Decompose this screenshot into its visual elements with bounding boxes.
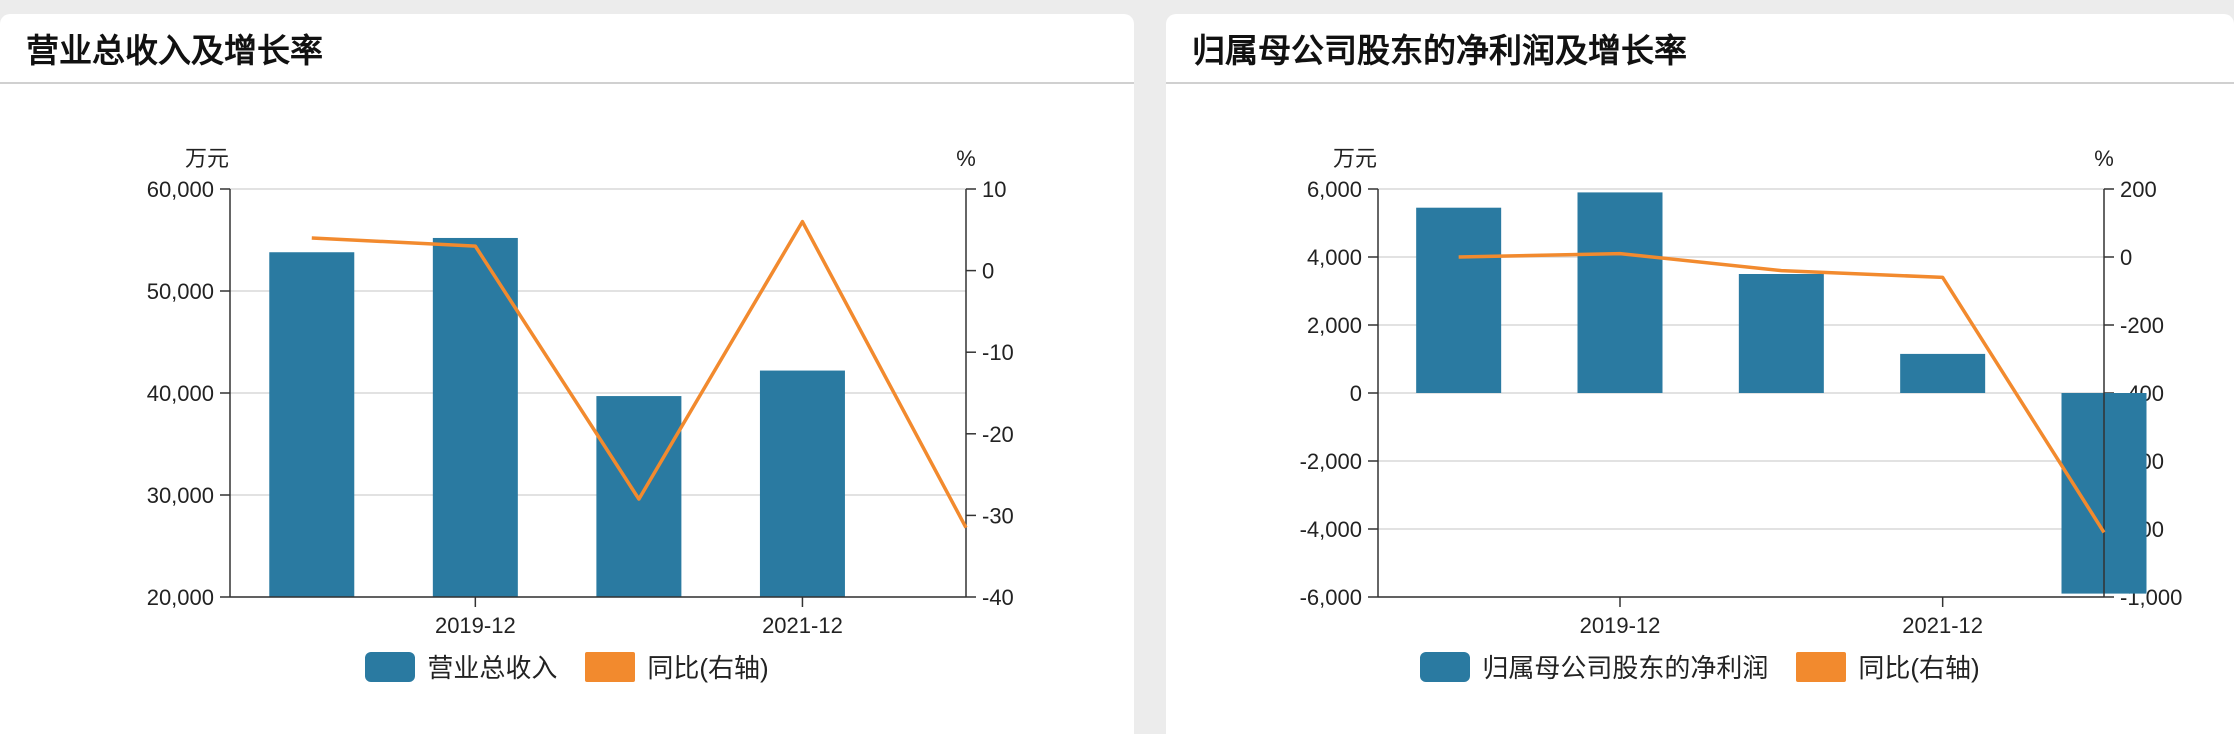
y2-tick-label: -20 — [982, 422, 1014, 447]
bar — [269, 252, 354, 597]
net-profit-chart-panel: 归属母公司股东的净利润及增长率 -6,000 -4,000 -2,000 0 2,000… — [1166, 14, 2234, 734]
y-tick-label: 40,000 — [147, 381, 214, 406]
y-tick-label: 50,000 — [147, 279, 214, 304]
legend-label-bar: 归属母公司股东的净利润 — [1482, 648, 1768, 685]
y-tick-label: -4,000 — [1300, 517, 1362, 542]
bar — [1416, 208, 1501, 393]
y-tick-label: 2,000 — [1307, 313, 1362, 338]
y2-tick-label: -30 — [982, 503, 1014, 528]
panel-title: 营业总收入及增长率 — [0, 14, 1134, 84]
y2-tick-label: -10 — [982, 340, 1014, 365]
bar — [760, 371, 845, 597]
y2-tick-label: 0 — [2120, 245, 2132, 270]
y-tick-label: 20,000 — [147, 585, 214, 610]
x-tick-label: 2019-12 — [435, 613, 516, 638]
y2-tick-label: 200 — [2120, 177, 2157, 202]
legend-item-bars[interactable]: 归属母公司股东的净利润 — [1420, 648, 1768, 685]
y-tick-label: 0 — [1350, 381, 1362, 406]
legend-label-bar: 营业总收入 — [427, 648, 557, 685]
y-tick-label: 30,000 — [147, 483, 214, 508]
y-axis-unit: 万元 — [1333, 146, 1377, 171]
y-axis-unit: 万元 — [185, 146, 229, 171]
revenue-chart-panel: 营业总收入及增长率 20,000 30,000 40,000 50,000 60,000… — [0, 14, 1134, 734]
legend-item-line[interactable]: 同比(右轴) — [1796, 648, 1979, 685]
x-tick-label: 2019-12 — [1580, 613, 1661, 638]
legend-swatch-bar — [1420, 652, 1470, 682]
y-tick-label: -2,000 — [1300, 449, 1362, 474]
legend-label-line: 同比(右轴) — [647, 648, 768, 685]
y2-axis-unit: % — [2094, 146, 2114, 171]
legend-label-line: 同比(右轴) — [1858, 648, 1979, 685]
legend-swatch-line — [585, 652, 635, 682]
legend-item-bars[interactable]: 营业总收入 — [365, 648, 557, 685]
bar — [1900, 354, 1985, 393]
bar — [1739, 274, 1824, 393]
x-tick-label: 2021-12 — [762, 613, 843, 638]
y-tick-label: -6,000 — [1300, 585, 1362, 610]
y-tick-label: 6,000 — [1307, 177, 1362, 202]
legend-swatch-bar — [365, 652, 415, 682]
net-profit-chart: -6,000-4,000-2,00002,0004,0006,000-1,000… — [1166, 84, 2234, 644]
revenue-chart: 20,000 30,000 40,000 50,000 60,000 -40 -30 -20 -… — [0, 84, 1134, 644]
y2-tick-label: -200 — [2120, 313, 2164, 338]
y2-tick-label: 0 — [982, 259, 994, 284]
x-tick-label: 2021-12 — [1902, 613, 1983, 638]
y2-tick-label: 10 — [982, 177, 1006, 202]
y2-tick-label: -40 — [982, 585, 1014, 610]
chart-legend: 营业总收入 同比(右轴) — [0, 648, 1134, 685]
panel-title: 归属母公司股东的净利润及增长率 — [1166, 14, 2234, 84]
bar — [1578, 192, 1663, 393]
y2-axis-unit: % — [956, 146, 976, 171]
legend-swatch-line — [1796, 652, 1846, 682]
y-tick-label: 4,000 — [1307, 245, 1362, 270]
legend-item-line[interactable]: 同比(右轴) — [585, 648, 768, 685]
y-tick-label: 60,000 — [147, 177, 214, 202]
chart-legend: 归属母公司股东的净利润 同比(右轴) — [1166, 648, 2234, 685]
